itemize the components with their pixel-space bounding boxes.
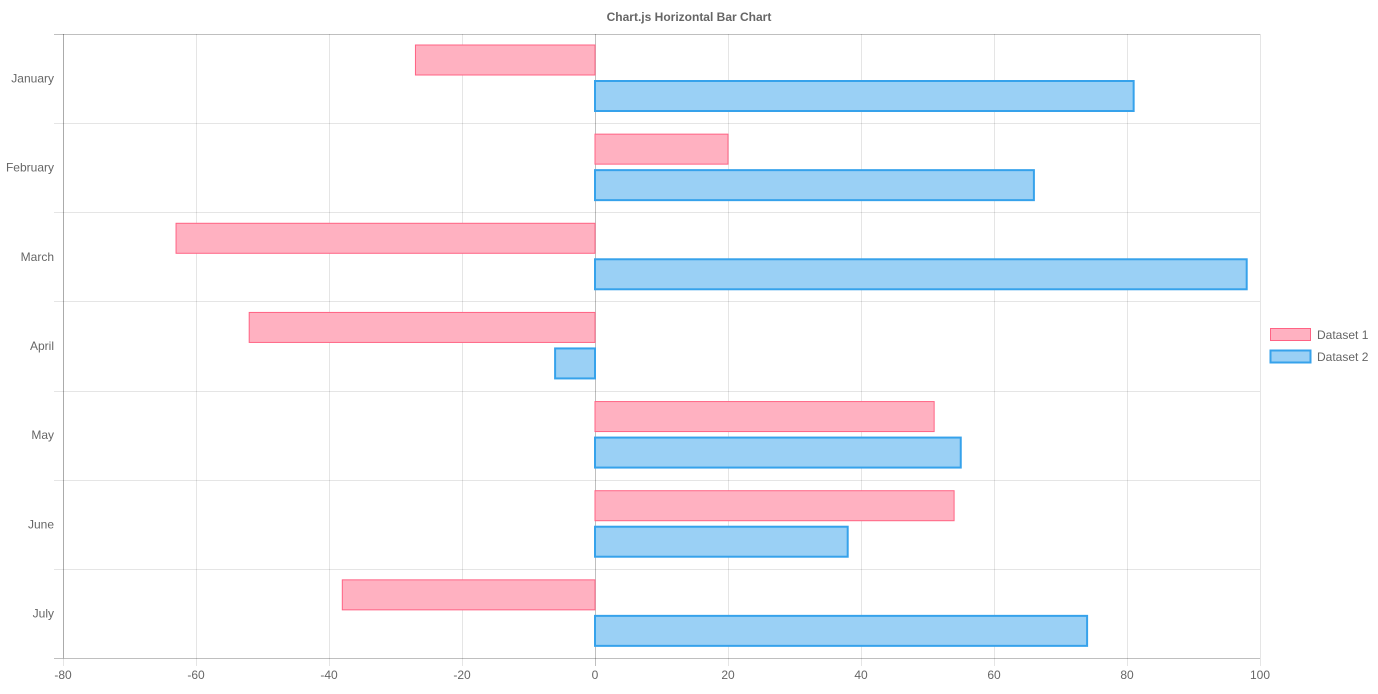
x-tick-label: -80 [54, 668, 72, 682]
legend-item-dataset-1[interactable]: Dataset 1 [1270, 328, 1369, 342]
legend-item-dataset-2[interactable]: Dataset 2 [1269, 349, 1369, 364]
x-tick-label: 80 [1120, 668, 1134, 682]
x-tick-label: 60 [987, 668, 1001, 682]
bar-2-may[interactable] [594, 436, 962, 469]
legend-swatch [1270, 328, 1311, 341]
y-tick-label: June [28, 517, 54, 531]
bar-1-march[interactable] [175, 222, 596, 254]
x-tick-label: 100 [1250, 668, 1270, 682]
x-tick-label: 0 [592, 668, 599, 682]
legend-label: Dataset 1 [1317, 328, 1369, 342]
bar-2-march[interactable] [594, 258, 1248, 291]
bar-1-january[interactable] [414, 44, 596, 76]
legend-swatch [1269, 349, 1312, 364]
y-tick-label: January [11, 72, 54, 86]
axis-layer: -80 -60 -40 -20 0 20 40 60 80 100 January February M… [6, 72, 1270, 682]
chart-title: Chart.js Horizontal Bar Chart [607, 10, 772, 24]
y-tick-label: March [21, 250, 54, 264]
bar-1-april[interactable] [248, 311, 596, 343]
bar-2-february[interactable] [594, 169, 1035, 202]
y-tick-label: May [31, 428, 54, 442]
bar-1-may[interactable] [594, 401, 935, 433]
bar-2-january[interactable] [594, 80, 1135, 112]
x-tick-label: -60 [187, 668, 205, 682]
y-tick-label: July [33, 606, 54, 620]
x-tick-label: -40 [320, 668, 338, 682]
legend[interactable]: Dataset 1 Dataset 2 [1269, 328, 1369, 364]
bar-2-july[interactable] [594, 614, 1089, 647]
y-tick-label: April [30, 339, 54, 353]
grid-layer [54, 34, 1261, 666]
bar-1-june[interactable] [594, 490, 955, 522]
x-tick-label: -20 [453, 668, 471, 682]
bar-2-april[interactable] [554, 347, 596, 380]
bar-1-july[interactable] [341, 579, 596, 611]
bar-2-june[interactable] [594, 525, 849, 558]
x-tick-label: 40 [854, 668, 868, 682]
legend-label: Dataset 2 [1317, 350, 1369, 364]
x-tick-label: 20 [721, 668, 735, 682]
bars-layer [175, 44, 1248, 647]
bar-1-february[interactable] [594, 133, 729, 165]
y-tick-label: February [6, 161, 54, 175]
